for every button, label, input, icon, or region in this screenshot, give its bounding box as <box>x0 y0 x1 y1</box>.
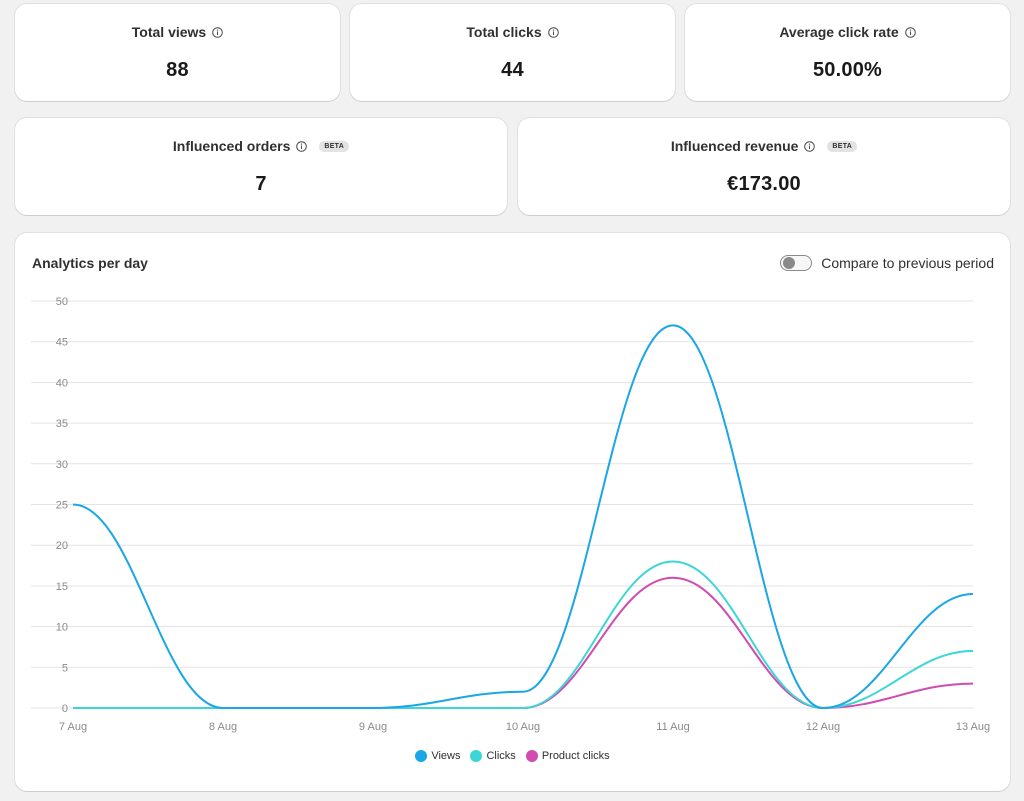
y-tick-label: 25 <box>56 500 68 512</box>
metric-label: Total clicks <box>466 24 542 40</box>
metric-title-row: Average click rate <box>685 24 1010 40</box>
metric-value: 44 <box>501 59 524 81</box>
legend-item-product-clicks[interactable]: Product clicks <box>525 750 610 762</box>
y-tick-label: 15 <box>56 581 68 593</box>
metric-label: Influenced revenue <box>670 138 799 154</box>
analytics-chart-card: Analytics per day Compare to previous pe… <box>15 233 1010 791</box>
metric-card-influenced-orders: Influenced orders BETA 7 <box>15 118 507 215</box>
y-tick-label: 40 <box>56 377 68 389</box>
legend-dot-icon <box>470 750 483 762</box>
metric-card-influenced-revenue: Influenced revenue BETA €173.00 <box>518 118 1010 215</box>
legend-item-clicks[interactable]: Clicks <box>470 750 516 762</box>
metric-title-row: Total clicks <box>350 24 675 40</box>
legend-label: Product clicks <box>541 750 610 762</box>
x-tick-label: 7 Aug <box>59 721 87 733</box>
metric-card-total-views: Total views 88 <box>15 4 340 101</box>
y-tick-label: 10 <box>56 622 68 634</box>
line-chart: 0 5 10 15 20 25 30 35 40 45 50 7 Aug 8 Aug 9 Aug 10 Au… <box>31 296 990 733</box>
metric-label: Total views <box>131 24 207 40</box>
y-tick-label: 5 <box>62 662 68 674</box>
chart-title: Analytics per day <box>32 255 148 271</box>
info-icon[interactable] <box>212 26 224 38</box>
metric-title-row: Influenced revenue BETA <box>518 138 1010 154</box>
metric-value: 88 <box>166 59 189 81</box>
metric-title-row: Total views <box>15 24 340 40</box>
series-line-clicks <box>72 560 974 710</box>
series-line-views <box>72 324 974 710</box>
y-tick-label: 45 <box>56 337 68 349</box>
chart-legend: Views Clicks Product clicks <box>15 750 1010 762</box>
y-tick-label: 0 <box>62 703 68 715</box>
metric-card-average-click-rate: Average click rate 50.00% <box>685 4 1010 101</box>
x-tick-label: 12 Aug <box>806 721 840 733</box>
metric-value: 50.00% <box>812 59 883 81</box>
x-tick-label: 11 Aug <box>656 721 689 733</box>
legend-item-views[interactable]: Views <box>415 750 460 762</box>
y-tick-label: 35 <box>56 418 68 430</box>
info-icon[interactable] <box>904 26 916 38</box>
beta-badge: BETA <box>827 140 858 152</box>
compare-label: Compare to previous period <box>821 255 994 271</box>
y-tick-label: 30 <box>56 459 68 471</box>
x-tick-label: 9 Aug <box>359 721 387 733</box>
metric-label: Average click rate <box>779 24 899 40</box>
metric-card-total-clicks: Total clicks 44 <box>350 4 675 101</box>
metric-value: 7 <box>255 173 267 195</box>
info-icon[interactable] <box>547 26 559 38</box>
series-line-product-clicks <box>72 576 974 710</box>
toggle-switch[interactable] <box>780 255 813 271</box>
x-tick-label: 10 Aug <box>506 721 540 733</box>
info-icon[interactable] <box>296 140 308 152</box>
legend-dot-icon <box>415 750 428 762</box>
metric-title-row: Influenced orders BETA <box>15 138 507 154</box>
x-tick-label: 13 Aug <box>956 721 990 733</box>
metric-value: €173.00 <box>727 173 801 195</box>
beta-badge: BETA <box>319 140 350 152</box>
legend-dot-icon <box>525 750 538 762</box>
metric-label: Influenced orders <box>172 138 291 154</box>
y-tick-label: 50 <box>56 296 68 308</box>
legend-label: Views <box>431 750 461 762</box>
legend-label: Clicks <box>486 750 516 762</box>
x-tick-label: 8 Aug <box>209 721 237 733</box>
y-tick-label: 20 <box>56 540 68 552</box>
compare-toggle[interactable]: Compare to previous period <box>780 255 994 271</box>
info-icon[interactable] <box>804 140 816 152</box>
toggle-knob <box>783 257 796 269</box>
